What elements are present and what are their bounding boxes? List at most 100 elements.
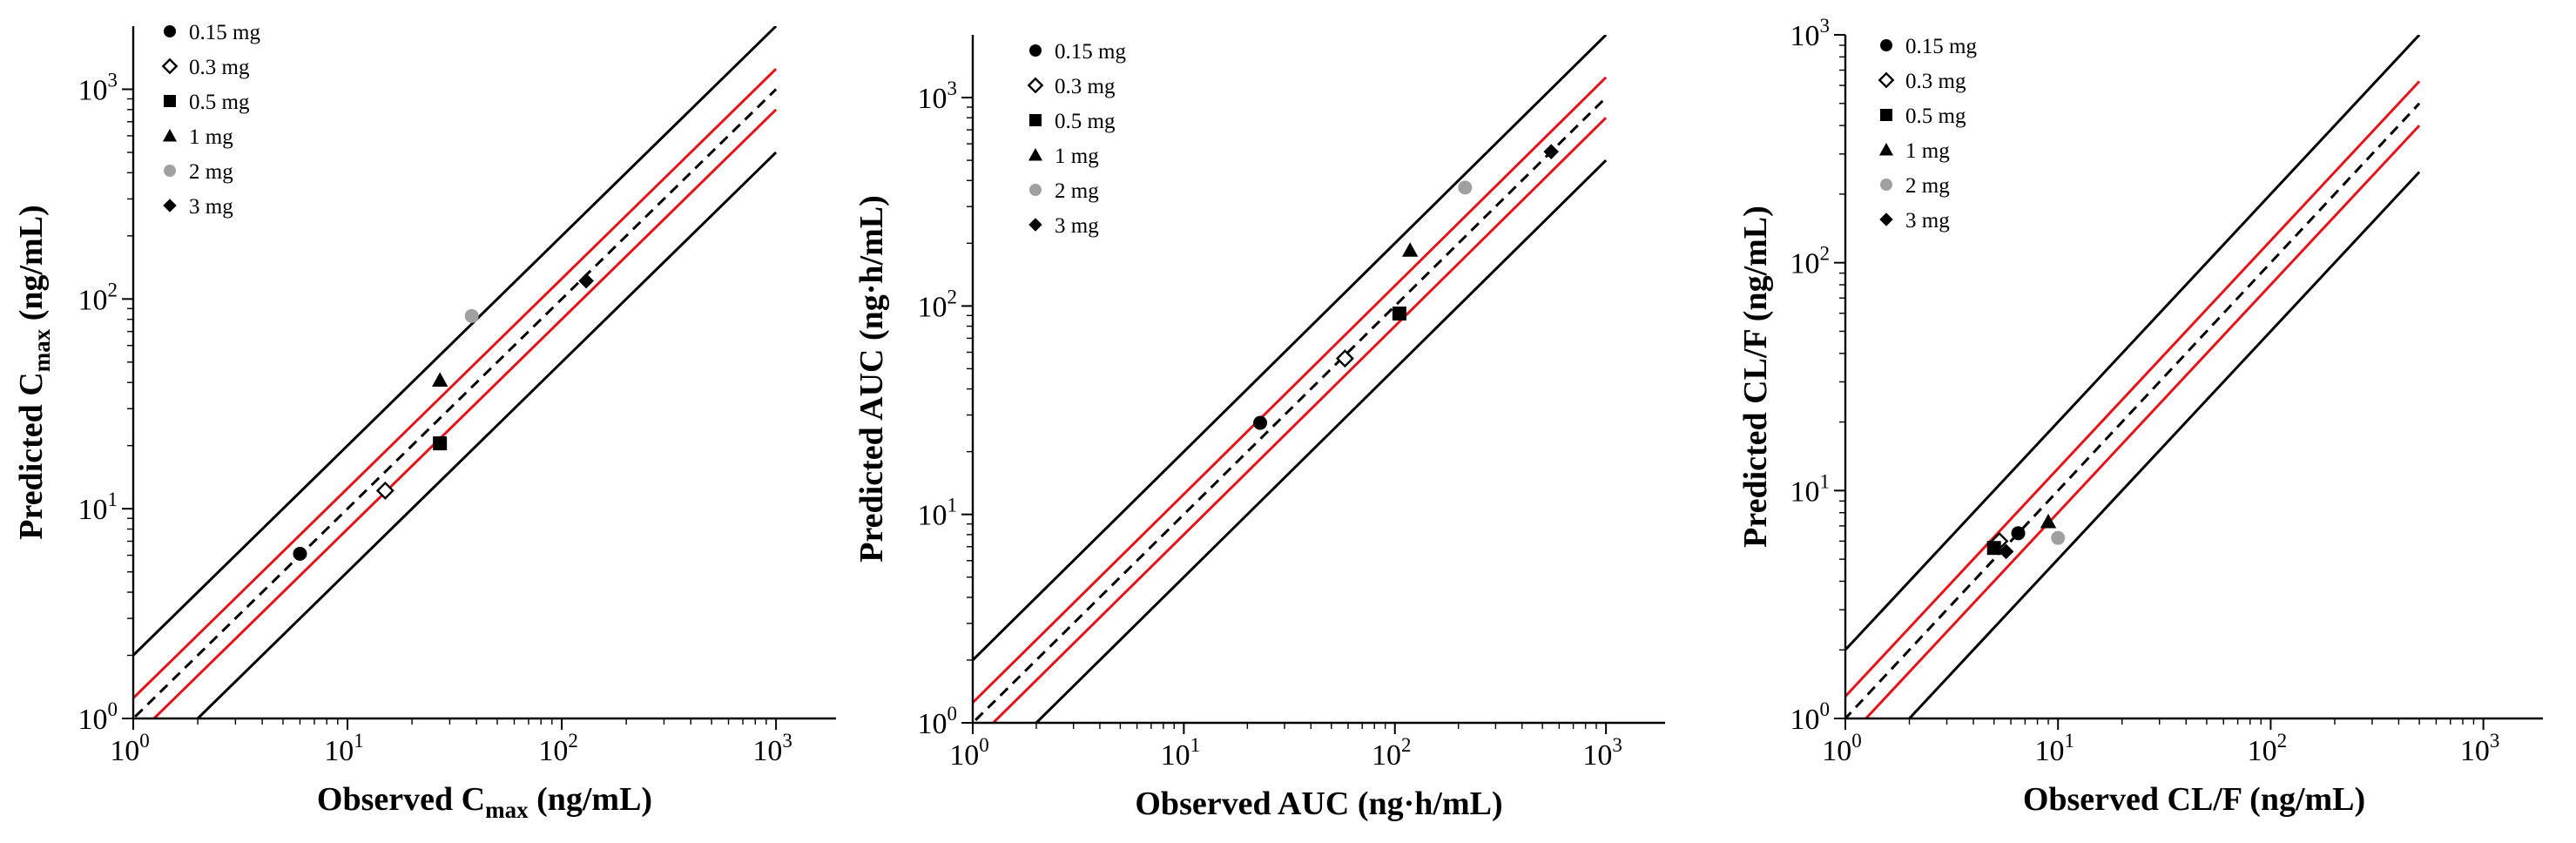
x-tick-label: 103 bbox=[752, 730, 792, 767]
line-lower-1.25-fold bbox=[991, 117, 1608, 723]
y-tick-exp: 0 bbox=[108, 698, 118, 720]
y-tick-base: 10 bbox=[1790, 248, 1820, 280]
point-0-15-mg bbox=[2011, 526, 2026, 541]
reference-lines bbox=[133, 26, 778, 718]
y-tick-label: 102 bbox=[1790, 243, 1831, 280]
point-0-3-mg bbox=[375, 481, 394, 500]
legend-label: 0.3 mg bbox=[1905, 70, 1966, 93]
y-tick-label: 101 bbox=[78, 489, 118, 526]
y-tick-label: 102 bbox=[78, 279, 118, 316]
y-tick-exp: 2 bbox=[947, 286, 958, 307]
x-tick-base: 10 bbox=[752, 735, 782, 767]
x-tick-base: 10 bbox=[538, 735, 568, 767]
legend-marker bbox=[1880, 109, 1892, 121]
legend-marker bbox=[1878, 142, 1894, 156]
legend-marker bbox=[1879, 212, 1893, 226]
x-tick-label: 102 bbox=[1372, 734, 1412, 772]
x-tick-base: 10 bbox=[2248, 735, 2277, 767]
x-tick-label: 103 bbox=[1582, 734, 1622, 772]
legend-marker bbox=[1028, 218, 1042, 232]
x-tick-label: 102 bbox=[2248, 730, 2288, 767]
point-3-mg bbox=[1543, 144, 1560, 159]
y-axis-title: Predicted AUC (ng·h/mL) bbox=[853, 195, 890, 563]
point-0-3-mg bbox=[1335, 349, 1354, 368]
x-tick-base: 10 bbox=[2034, 735, 2064, 767]
x-tick-base: 10 bbox=[2460, 735, 2490, 767]
y-tick-label: 100 bbox=[78, 698, 118, 736]
line-lower-2-fold bbox=[1907, 171, 2421, 718]
y-axis-title-main: Predicted AUC (ng·h/mL) bbox=[853, 195, 890, 563]
y-tick-base: 10 bbox=[1790, 704, 1820, 736]
x-tick-exp: 3 bbox=[782, 730, 792, 752]
y-tick-exp: 2 bbox=[108, 279, 118, 300]
legend-marker bbox=[1029, 44, 1042, 57]
x-tick-exp: 0 bbox=[1851, 730, 1862, 752]
y-tick-label: 102 bbox=[918, 286, 958, 323]
line-lower-1.25-fold bbox=[1864, 125, 2421, 718]
legend-marker bbox=[161, 57, 179, 75]
y-axis-title: Predicted Cmax (ng/mL) bbox=[13, 205, 55, 539]
x-tick-exp: 1 bbox=[1190, 734, 1201, 756]
legend-label: 0.5 mg bbox=[1055, 110, 1116, 133]
legend-marker bbox=[164, 165, 176, 177]
legend-label: 0.5 mg bbox=[189, 91, 250, 114]
legend-marker bbox=[162, 128, 178, 142]
x-tick-label: 103 bbox=[2460, 730, 2500, 767]
legend-label: 0.15 mg bbox=[1905, 35, 1977, 58]
data-points bbox=[293, 273, 594, 561]
x-tick-label: 101 bbox=[324, 730, 364, 767]
legend-marker bbox=[1880, 39, 1892, 51]
x-tick-base: 10 bbox=[1822, 735, 1851, 767]
y-tick-exp: 1 bbox=[947, 495, 958, 516]
point-2-mg bbox=[1458, 180, 1473, 195]
legend-label: 0.5 mg bbox=[1905, 105, 1966, 128]
legend: 0.15 mg 0.3 mg 0.5 mg 1 mg 2 mg 3 mg bbox=[161, 21, 260, 219]
line-lower-2-fold bbox=[1034, 159, 1608, 723]
x-axis-title: Observed AUC (ng·h/mL) bbox=[1135, 786, 1502, 822]
legend-marker bbox=[164, 25, 176, 37]
y-tick-label: 103 bbox=[78, 69, 118, 106]
y-tick-exp: 3 bbox=[947, 78, 958, 99]
line-identity bbox=[133, 88, 778, 718]
legend-label: 1 mg bbox=[1055, 145, 1099, 168]
legend-marker bbox=[1029, 114, 1042, 126]
point-0-5-mg bbox=[433, 436, 448, 451]
y-tick-base: 10 bbox=[918, 500, 947, 532]
x-tick-label: 101 bbox=[1161, 734, 1201, 772]
y-tick-label: 103 bbox=[918, 78, 958, 115]
legend-label: 0.3 mg bbox=[189, 56, 250, 79]
reference-lines bbox=[1845, 35, 2421, 718]
legend-label: 2 mg bbox=[1905, 174, 1950, 198]
y-tick-exp: 3 bbox=[108, 69, 118, 91]
line-identity bbox=[973, 96, 1608, 723]
y-tick-exp: 1 bbox=[1820, 470, 1831, 492]
y-axis-title-main: Predicted C bbox=[13, 372, 50, 539]
x-tick-exp: 0 bbox=[979, 734, 989, 756]
y-axis-title-unit: (ng/mL) bbox=[13, 205, 50, 329]
y-tick-base: 10 bbox=[918, 291, 947, 323]
x-tick-label: 102 bbox=[538, 730, 578, 767]
y-axis-title-main: Predicted CL/F (ng/mL) bbox=[1737, 206, 1774, 548]
legend-label: 0.3 mg bbox=[1055, 75, 1116, 98]
legend-label: 0.15 mg bbox=[1055, 40, 1126, 64]
x-axis-title: Observed CL/F (ng/mL) bbox=[2023, 781, 2365, 818]
y-tick-label: 101 bbox=[918, 495, 958, 532]
y-tick-base: 10 bbox=[78, 494, 108, 526]
y-tick-exp: 2 bbox=[1820, 243, 1831, 265]
y-tick-exp: 0 bbox=[1820, 698, 1831, 720]
y-tick-label: 100 bbox=[1790, 698, 1831, 736]
x-tick-base: 10 bbox=[1582, 739, 1612, 772]
y-tick-base: 10 bbox=[78, 74, 108, 106]
y-tick-base: 10 bbox=[918, 83, 947, 115]
x-axis-title-unit: (ng/mL) bbox=[529, 781, 653, 818]
y-tick-label: 101 bbox=[1790, 470, 1831, 508]
point-0-15-mg bbox=[293, 546, 307, 561]
y-tick-exp: 0 bbox=[947, 703, 958, 725]
x-tick-label: 100 bbox=[949, 734, 989, 772]
point-3-mg bbox=[578, 273, 594, 289]
legend-marker bbox=[163, 199, 177, 212]
point-3-mg bbox=[1998, 543, 2014, 560]
